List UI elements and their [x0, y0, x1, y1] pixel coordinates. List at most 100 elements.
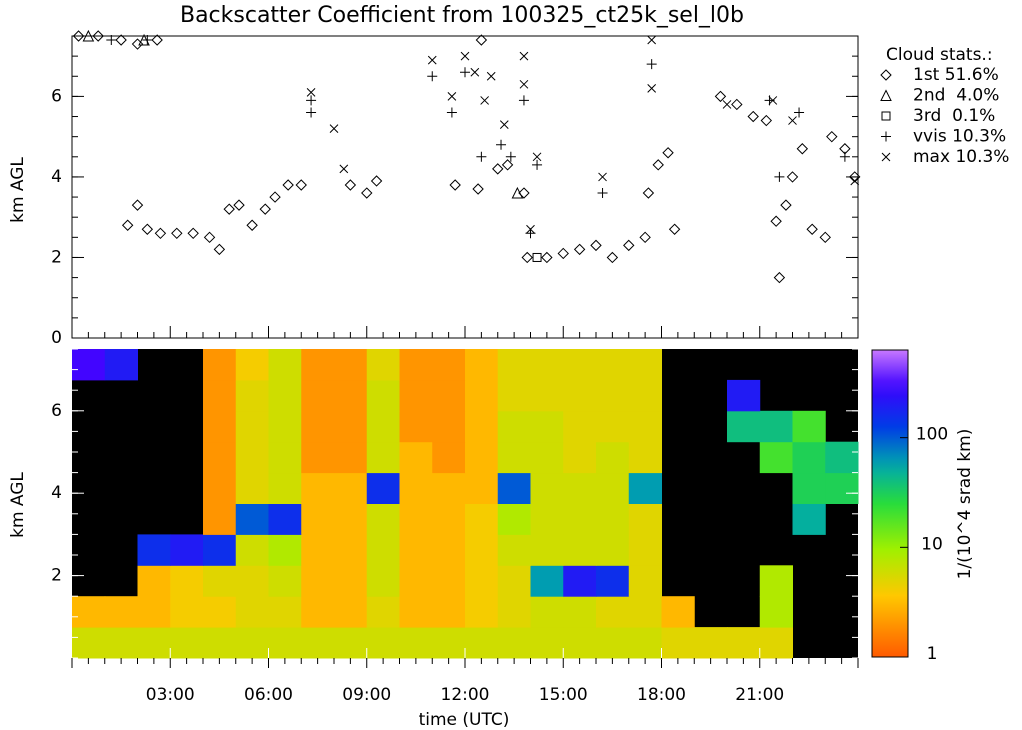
point	[344, 179, 357, 191]
heat-cell	[759, 627, 793, 659]
legend-marker	[881, 152, 891, 162]
point	[639, 231, 651, 244]
point	[511, 186, 524, 199]
heat-cell	[235, 503, 269, 535]
heat-cell	[661, 627, 695, 659]
point	[796, 143, 809, 155]
point	[646, 59, 657, 70]
point	[501, 159, 514, 171]
heat-cell	[465, 534, 499, 566]
heat-cell	[334, 379, 368, 412]
point	[668, 223, 681, 235]
x-tick-label: 06:00	[244, 685, 293, 705]
point	[786, 171, 799, 183]
point	[819, 231, 831, 244]
point	[121, 219, 134, 231]
x-axis-label: time (UTC)	[419, 710, 510, 730]
heat-cell	[170, 534, 204, 566]
heat-cell	[203, 379, 237, 412]
heat-cell	[203, 565, 237, 597]
heat-cell	[235, 379, 269, 412]
legend-label: max 10.3%	[913, 147, 1009, 167]
heat-cell	[465, 503, 499, 535]
colorbar	[871, 349, 909, 658]
heat-cell	[497, 441, 531, 474]
heat-cell	[268, 349, 302, 381]
heat-cell	[530, 472, 564, 504]
heat-cell	[366, 565, 400, 597]
point	[722, 100, 732, 109]
point	[449, 179, 461, 191]
heat-cell	[72, 627, 106, 659]
heat-cell	[465, 410, 499, 443]
heat-cell	[235, 349, 269, 381]
heat-cell	[399, 565, 433, 597]
point	[541, 251, 553, 264]
heat-cell	[104, 596, 138, 628]
heat-cell	[399, 349, 433, 381]
heat-cell	[203, 410, 237, 443]
heat-cell	[235, 472, 269, 504]
heat-cell	[497, 472, 531, 504]
x-tick-label: 18:00	[637, 685, 686, 705]
point	[203, 231, 216, 244]
point	[72, 30, 85, 42]
heat-cell	[432, 410, 466, 443]
heat-cell	[596, 379, 630, 412]
y-tick-label: 6	[51, 401, 62, 421]
heat-cell	[301, 349, 335, 381]
heat-cell	[596, 472, 630, 504]
heat-cell	[203, 596, 237, 628]
heat-cell	[203, 534, 237, 566]
heat-cell	[530, 534, 564, 566]
point	[492, 163, 504, 175]
heat-cell	[596, 534, 630, 566]
y-tick-label: 6	[51, 86, 62, 106]
heat-cell	[334, 627, 368, 659]
point	[470, 67, 480, 77]
point	[794, 107, 805, 118]
heat-cell	[628, 441, 662, 474]
point	[849, 171, 861, 183]
heat-cell	[563, 565, 597, 597]
heat-cell	[465, 565, 499, 597]
point	[171, 227, 183, 240]
point	[486, 71, 496, 81]
heat-cell	[530, 596, 564, 628]
heat-cell	[203, 472, 237, 504]
heat-cell	[104, 349, 138, 381]
legend-label: vvis 10.3%	[913, 127, 1006, 147]
heat-cell	[268, 472, 302, 504]
heat-cell	[366, 379, 400, 412]
heat-cell	[465, 349, 499, 381]
heat-cell	[301, 472, 335, 504]
heat-cell	[497, 503, 531, 535]
point	[427, 55, 437, 65]
point	[519, 79, 529, 89]
heat-cell	[563, 534, 597, 566]
point	[747, 110, 759, 123]
heat-cell	[530, 441, 564, 474]
point	[115, 34, 127, 46]
point	[223, 203, 235, 215]
heat-cell	[563, 349, 597, 381]
heat-cell	[268, 379, 302, 412]
heat-cell	[694, 627, 728, 659]
heat-cell	[596, 627, 630, 659]
heat-cell	[399, 627, 433, 659]
heat-cell	[497, 379, 531, 412]
heat-cell	[792, 441, 826, 474]
heat-cell	[563, 596, 597, 628]
point	[518, 187, 530, 199]
heat-cell	[530, 379, 564, 412]
y-tick-label: 2	[51, 247, 62, 267]
heat-cell	[235, 627, 269, 659]
heat-cell	[366, 596, 400, 628]
heat-cell	[203, 627, 237, 659]
heat-cell	[628, 503, 662, 535]
point	[361, 187, 373, 199]
heat-cell	[628, 472, 662, 504]
legend-label: 3rd 0.1%	[913, 106, 995, 126]
point	[662, 147, 674, 159]
